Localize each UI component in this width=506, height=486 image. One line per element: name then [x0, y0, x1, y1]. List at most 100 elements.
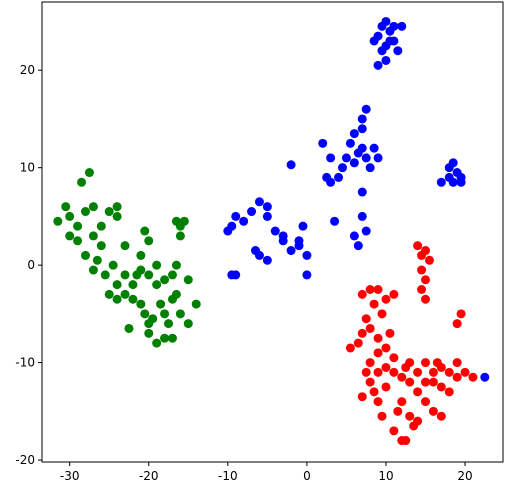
- point: [377, 309, 387, 319]
- point: [369, 387, 379, 397]
- point: [385, 36, 395, 46]
- point: [417, 265, 427, 275]
- point: [381, 343, 391, 353]
- point: [381, 294, 391, 304]
- point: [357, 143, 367, 153]
- point: [405, 377, 415, 387]
- point: [381, 362, 391, 372]
- point: [357, 211, 367, 221]
- point: [373, 397, 383, 407]
- point: [377, 411, 387, 421]
- point: [84, 168, 94, 178]
- point: [361, 367, 371, 377]
- x-tick-label: 0: [303, 469, 311, 483]
- point: [409, 421, 419, 431]
- point: [136, 265, 146, 275]
- point: [100, 270, 110, 280]
- point: [144, 270, 154, 280]
- x-tick-label: -20: [139, 469, 159, 483]
- point: [73, 221, 83, 231]
- point: [152, 338, 162, 348]
- point: [373, 153, 383, 163]
- point: [286, 246, 296, 256]
- point: [156, 299, 166, 309]
- point: [175, 309, 185, 319]
- point: [468, 372, 478, 382]
- x-tick-label: 20: [457, 469, 472, 483]
- x-tick-label: 10: [378, 469, 393, 483]
- point: [373, 60, 383, 70]
- point: [365, 163, 375, 173]
- point: [65, 211, 75, 221]
- point: [231, 211, 241, 221]
- point: [480, 372, 490, 382]
- point: [456, 309, 466, 319]
- point: [421, 294, 431, 304]
- point: [349, 231, 359, 241]
- point: [227, 270, 237, 280]
- point: [357, 124, 367, 134]
- point: [389, 426, 399, 436]
- point: [436, 382, 446, 392]
- point: [373, 367, 383, 377]
- point: [381, 55, 391, 65]
- point: [413, 387, 423, 397]
- point: [357, 328, 367, 338]
- point: [448, 177, 458, 187]
- point: [345, 138, 355, 148]
- point: [140, 226, 150, 236]
- point: [330, 216, 340, 226]
- point: [270, 226, 280, 236]
- point: [191, 299, 201, 309]
- y-tick-label: -20: [15, 453, 35, 467]
- point: [444, 367, 454, 377]
- point: [254, 250, 264, 260]
- point: [92, 255, 102, 265]
- point: [361, 314, 371, 324]
- point: [262, 211, 272, 221]
- point: [365, 285, 375, 294]
- point: [357, 187, 367, 197]
- y-tick-label: -10: [15, 356, 35, 370]
- point: [405, 411, 415, 421]
- point: [227, 221, 237, 231]
- point: [456, 177, 466, 187]
- point: [413, 241, 423, 251]
- point: [136, 250, 146, 260]
- y-tick-label: 0: [27, 258, 35, 272]
- point: [436, 411, 446, 421]
- point: [417, 285, 427, 294]
- point: [345, 343, 355, 353]
- point: [298, 221, 308, 231]
- point: [349, 158, 359, 168]
- point: [421, 358, 431, 368]
- point: [421, 275, 431, 285]
- point: [337, 163, 347, 173]
- point: [381, 382, 391, 392]
- point: [365, 377, 375, 387]
- y-tick-label: 20: [20, 63, 35, 77]
- point: [369, 299, 379, 309]
- point: [444, 387, 454, 397]
- point: [353, 338, 363, 348]
- point: [349, 129, 359, 139]
- point: [183, 275, 193, 285]
- point: [428, 367, 438, 377]
- point: [73, 236, 83, 246]
- point: [397, 372, 407, 382]
- point: [334, 172, 344, 182]
- point: [80, 250, 90, 260]
- point: [112, 280, 122, 290]
- point: [144, 319, 154, 329]
- point: [389, 21, 399, 31]
- point: [65, 231, 75, 241]
- point: [452, 358, 462, 368]
- point: [262, 255, 272, 265]
- point: [104, 289, 114, 299]
- point: [254, 197, 264, 207]
- point: [361, 104, 371, 114]
- point: [120, 270, 130, 280]
- point: [452, 319, 462, 329]
- point: [88, 265, 98, 275]
